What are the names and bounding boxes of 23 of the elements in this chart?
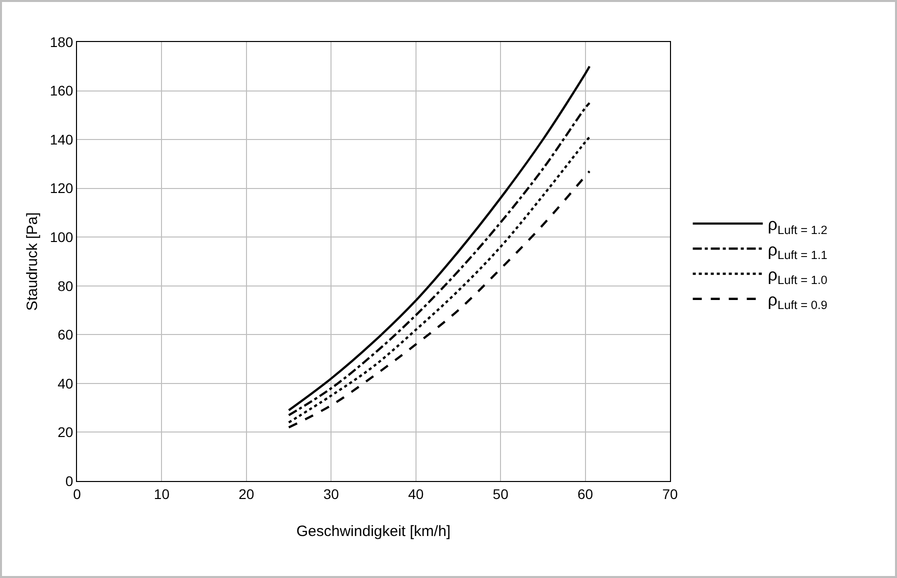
x-tick-label: 10: [154, 486, 170, 502]
x-tick-label: 70: [662, 486, 678, 502]
x-tick-label: 40: [408, 486, 424, 502]
legend-label: ρ$_{Luft = 1.0}$: [768, 265, 828, 287]
y-axis-title: Staudruck [Pa]: [24, 212, 41, 311]
y-tick-label: 0: [65, 472, 74, 489]
y-tick-label: 40: [58, 375, 74, 392]
y-tick-label: 120: [50, 180, 74, 196]
y-tick-label: 100: [50, 229, 74, 246]
y-tick-label: 60: [58, 326, 74, 343]
x-tick-label: 60: [578, 486, 594, 502]
x-tick-label: 30: [323, 486, 340, 502]
x-axis-title: Geschwindigkeit [km/h]: [296, 523, 451, 540]
y-tick-label: 20: [58, 424, 74, 440]
y-tick-label: 180: [50, 34, 74, 50]
legend-label: ρ$_{Luft = 1.1}$: [768, 240, 828, 262]
y-tick-label: 140: [50, 131, 74, 148]
legend-label: ρ$_{Luft = 0.9}$: [768, 290, 828, 312]
y-tick-label: 160: [50, 82, 74, 99]
y-tick-label: 80: [58, 278, 74, 294]
legend-label: ρ$_{Luft = 1.2}$: [768, 215, 828, 237]
x-tick-label: 20: [238, 486, 254, 502]
x-tick-label: 50: [492, 486, 509, 502]
